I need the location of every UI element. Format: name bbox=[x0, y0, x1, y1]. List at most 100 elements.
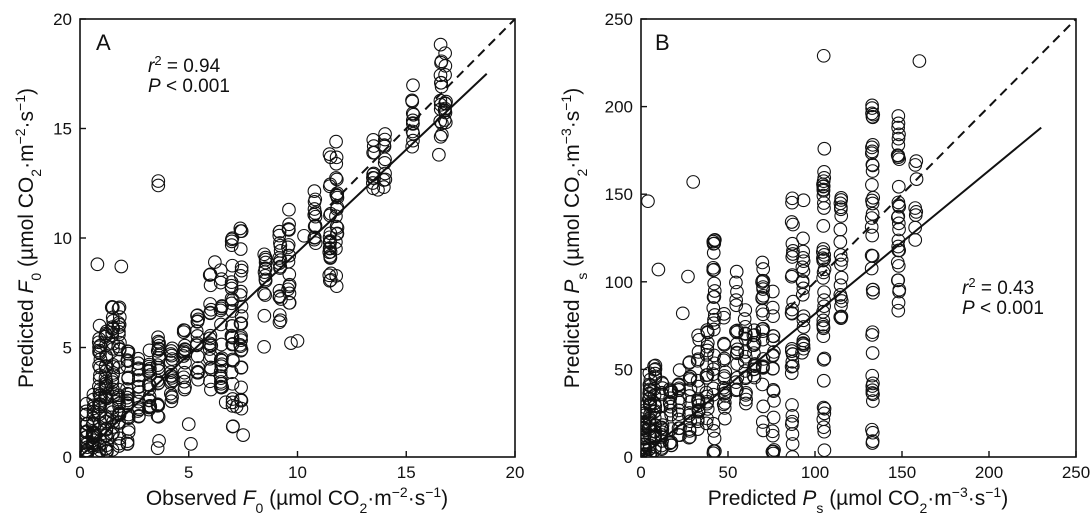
r-squared-annotation: r2 = 0.94 bbox=[148, 53, 221, 78]
r-symbol: r bbox=[148, 56, 155, 77]
data-point bbox=[214, 317, 228, 332]
r-squared-annotation: r2 = 0.43 bbox=[962, 275, 1034, 300]
data-point bbox=[224, 328, 239, 343]
data-point bbox=[739, 386, 753, 400]
data-point bbox=[865, 193, 879, 208]
data-point bbox=[816, 373, 831, 388]
data-point bbox=[865, 328, 879, 342]
data-point bbox=[273, 236, 287, 250]
data-point bbox=[816, 219, 831, 233]
data-point bbox=[671, 421, 686, 436]
data-point bbox=[439, 94, 453, 109]
data-point bbox=[405, 94, 420, 109]
data-point bbox=[755, 332, 770, 347]
data-point bbox=[189, 324, 204, 338]
y-axis-title-unit-subscript: 2 bbox=[28, 169, 44, 177]
data-point bbox=[706, 424, 721, 438]
data-point bbox=[662, 436, 677, 451]
data-point bbox=[686, 175, 701, 189]
data-point bbox=[707, 262, 721, 277]
data-point bbox=[648, 362, 663, 376]
data-point bbox=[729, 383, 743, 398]
data-point bbox=[181, 417, 196, 432]
data-point bbox=[655, 375, 669, 390]
data-point bbox=[189, 338, 204, 353]
data-point bbox=[816, 188, 831, 203]
data-point bbox=[891, 259, 906, 273]
data-point bbox=[406, 117, 420, 131]
y-tick-label: 20 bbox=[53, 10, 72, 29]
identity-line bbox=[329, 18, 516, 206]
data-point bbox=[150, 358, 165, 373]
x-axis-title-unit-exponent: −2 bbox=[392, 484, 408, 500]
y-axis-title-prefix: Predicted bbox=[15, 293, 38, 388]
data-point bbox=[681, 269, 695, 284]
data-point bbox=[707, 312, 721, 327]
data-point bbox=[218, 395, 233, 410]
x-axis-title-unit-m: ·m bbox=[927, 487, 952, 510]
data-point bbox=[438, 58, 453, 73]
x-tick-label: 250 bbox=[1062, 463, 1090, 482]
data-point bbox=[865, 383, 880, 398]
data-point bbox=[131, 351, 146, 366]
data-point bbox=[234, 309, 249, 323]
data-point bbox=[683, 414, 698, 429]
data-point bbox=[729, 293, 744, 307]
y-axis-title-unit-close: ) bbox=[15, 88, 38, 95]
y-axis-title-unit: (µmol CO bbox=[15, 177, 38, 273]
y-axis-title-unit-m: ·m bbox=[15, 144, 38, 169]
data-point bbox=[706, 416, 721, 431]
data-point bbox=[282, 202, 296, 217]
data-point bbox=[377, 132, 392, 147]
y-axis-title-unit-m: ·m bbox=[561, 144, 584, 169]
data-point bbox=[817, 285, 831, 300]
data-point bbox=[664, 438, 679, 452]
data-point bbox=[833, 248, 848, 262]
data-point bbox=[203, 331, 217, 346]
data-point bbox=[120, 386, 135, 401]
data-point bbox=[132, 409, 146, 423]
data-point bbox=[796, 231, 810, 246]
data-point bbox=[150, 344, 165, 358]
data-point bbox=[112, 300, 127, 315]
data-point bbox=[816, 420, 831, 435]
data-point bbox=[405, 106, 420, 121]
r-exponent: 2 bbox=[154, 53, 161, 68]
data-point bbox=[756, 307, 770, 322]
y-tick-label: 15 bbox=[53, 120, 72, 139]
data-point bbox=[273, 259, 288, 274]
data-point bbox=[329, 219, 344, 234]
data-point bbox=[796, 244, 811, 259]
data-point bbox=[152, 336, 166, 350]
data-point bbox=[282, 295, 297, 310]
data-point bbox=[234, 224, 249, 238]
panel-letter: B bbox=[655, 30, 670, 55]
x-tick-label: 20 bbox=[506, 463, 525, 482]
data-point bbox=[112, 325, 126, 339]
data-point bbox=[785, 236, 800, 251]
data-point bbox=[329, 241, 343, 256]
y-axis-title-unit-subscript: 2 bbox=[574, 169, 590, 177]
x-axis-title-unit-exponent-2: −1 bbox=[985, 484, 1001, 500]
data-point bbox=[765, 300, 780, 315]
data-point bbox=[282, 217, 296, 232]
y-tick-label: 0 bbox=[63, 448, 72, 467]
data-point bbox=[85, 436, 100, 451]
data-point bbox=[796, 264, 811, 278]
data-point bbox=[112, 317, 127, 332]
data-point bbox=[683, 373, 697, 387]
data-point bbox=[234, 343, 248, 358]
data-point bbox=[755, 377, 770, 392]
data-point bbox=[765, 284, 780, 299]
data-point bbox=[434, 55, 448, 70]
data-point bbox=[329, 172, 344, 187]
data-point bbox=[912, 54, 927, 68]
data-point bbox=[234, 316, 249, 331]
data-point bbox=[651, 262, 666, 277]
data-point bbox=[717, 396, 732, 410]
data-point bbox=[865, 164, 880, 178]
x-tick-label: 15 bbox=[397, 463, 416, 482]
data-point bbox=[177, 342, 192, 357]
data-point bbox=[865, 98, 879, 113]
